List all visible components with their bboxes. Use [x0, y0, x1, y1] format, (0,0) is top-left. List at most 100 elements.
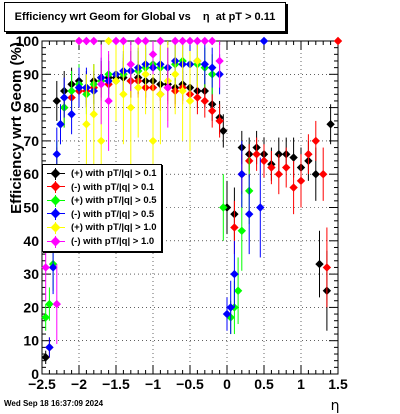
legend-entry: (-) with pT/|q| > 0.5 [47, 208, 154, 221]
legend-marker [47, 167, 65, 180]
data-point [311, 136, 320, 146]
data-point [193, 56, 202, 66]
legend-marker [47, 194, 65, 207]
data-point [252, 150, 261, 159]
data-point [259, 36, 269, 46]
x-axis-label: η [331, 398, 340, 414]
legend-label: (-) with pT/|q| > 0.5 [71, 208, 155, 220]
data-point [97, 136, 106, 146]
data-point [45, 299, 54, 309]
data-point [97, 80, 106, 89]
x-tick-label: 1 [297, 376, 305, 392]
legend-entry: (-) with pT/|q| > 0.1 [47, 181, 154, 194]
data-point [171, 70, 180, 79]
data-point [104, 96, 113, 106]
data-point [134, 36, 143, 46]
data-point [333, 36, 343, 46]
data-point [141, 36, 150, 46]
data-point [60, 93, 69, 102]
data-point [267, 163, 276, 172]
y-tick-label: 80 [23, 100, 39, 116]
legend-marker [47, 235, 65, 248]
data-point [52, 96, 61, 106]
legend-label: (+) with pT/|q| > 0.1 [71, 168, 157, 179]
data-point [156, 36, 165, 46]
data-point [185, 36, 195, 46]
data-point [148, 50, 158, 59]
data-point [215, 56, 224, 66]
data-point [245, 209, 254, 219]
data-point [208, 36, 217, 46]
data-point [226, 303, 235, 312]
data-point [200, 96, 209, 106]
data-point [89, 110, 98, 119]
legend-entry: (+) with pT/|q| > 1.0 [47, 221, 157, 234]
legend: (+) with pT/|q| > 0.1 (-) with pT/|q| > 0… [42, 164, 162, 252]
legend-marker [47, 208, 65, 221]
data-point [193, 93, 202, 102]
data-point [289, 183, 298, 192]
data-point [178, 36, 187, 46]
data-point [311, 170, 320, 179]
data-point [208, 63, 217, 72]
legend-entry: (+) with pT/|q| > 0.1 [47, 167, 157, 180]
date-stamp: Wed Sep 18 16:37:09 2024 [4, 399, 104, 408]
data-point [326, 120, 335, 129]
legend-label: (-) with pT/|q| > 0.1 [71, 181, 155, 193]
data-point [156, 90, 165, 99]
data-point [119, 36, 128, 46]
data-point [74, 83, 84, 92]
data-point [315, 259, 324, 269]
data-point [222, 309, 232, 319]
data-point [89, 36, 98, 46]
data-point [256, 203, 265, 212]
x-tick-label: 1.5 [328, 376, 348, 392]
data-point [233, 286, 243, 295]
x-tick-label: −0.5 [176, 376, 204, 392]
x-tick-label: −1.5 [102, 376, 130, 392]
data-point [148, 136, 158, 146]
y-tick-label: 10 [23, 333, 39, 349]
data-point [171, 36, 180, 46]
data-point [237, 226, 246, 236]
x-tick-label: 0.5 [254, 376, 274, 392]
y-tick-label: 30 [23, 266, 39, 282]
y-tick-label: 50 [23, 200, 39, 216]
data-point [215, 116, 224, 126]
data-point [274, 170, 283, 179]
data-point [237, 170, 246, 179]
y-tick-label: 0 [31, 366, 39, 382]
data-point [82, 36, 91, 46]
data-point [45, 343, 54, 352]
title-box: Efficiency wrt Geom for Global vs η at p… [4, 2, 286, 32]
data-point [219, 203, 228, 212]
data-point [134, 83, 143, 92]
data-point [230, 223, 239, 232]
data-point [126, 60, 135, 69]
legend-marker [47, 181, 65, 194]
data-point [74, 36, 84, 46]
data-point [82, 120, 91, 129]
data-point [219, 126, 228, 136]
data-point [208, 106, 217, 116]
legend-label: (+) with pT/|q| > 0.5 [71, 195, 157, 207]
data-point [48, 263, 58, 272]
legend-entry: (+) with pT/|q| > 0.5 [47, 194, 157, 207]
data-point [41, 263, 50, 272]
data-point [230, 269, 239, 279]
data-point [289, 153, 298, 162]
legend-label: (+) with pT/|q| > 1.0 [71, 222, 157, 234]
data-point [304, 150, 313, 159]
x-tick-label: −2 [71, 376, 87, 392]
data-point [296, 176, 306, 186]
y-tick-label: 60 [23, 166, 39, 182]
data-point [163, 83, 172, 92]
legend-entry: (-) with pT/|q| > 1.0 [47, 235, 154, 248]
x-tick-label: 0 [223, 376, 231, 392]
y-tick-label: 100 [16, 33, 40, 49]
data-point [178, 86, 187, 96]
chart-title: Efficiency wrt Geom for Global vs η at p… [14, 11, 276, 23]
y-tick-label: 20 [23, 299, 39, 315]
data-point [111, 36, 121, 46]
data-point [52, 299, 61, 309]
